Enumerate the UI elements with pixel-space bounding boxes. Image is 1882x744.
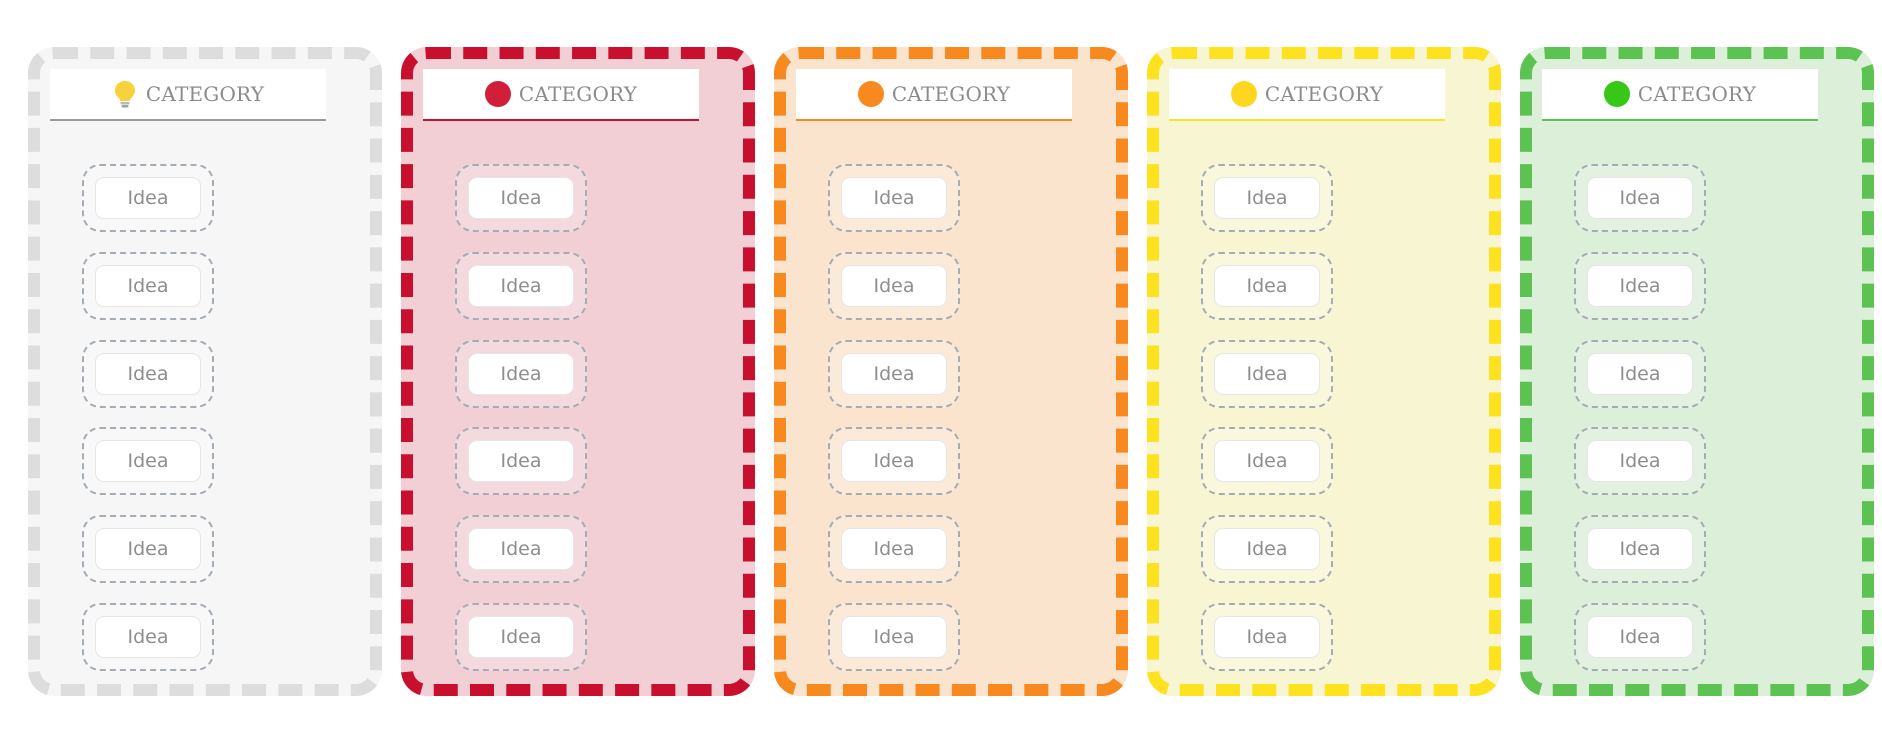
idea-label: Idea xyxy=(1214,616,1320,658)
idea-card[interactable]: Idea xyxy=(455,340,587,408)
idea-card[interactable]: Idea xyxy=(455,164,587,232)
idea-label: Idea xyxy=(1587,440,1693,482)
green-dot-icon xyxy=(1603,81,1630,107)
idea-card[interactable]: Idea xyxy=(82,340,214,408)
idea-label: Idea xyxy=(841,440,947,482)
yellow-dot-icon xyxy=(1230,81,1257,107)
idea-card[interactable]: Idea xyxy=(828,515,960,583)
idea-label: Idea xyxy=(1587,265,1693,307)
category-column-3: CATEGORY Idea Idea Idea Idea Idea Idea xyxy=(774,47,1128,696)
idea-label: Idea xyxy=(95,265,201,307)
idea-card[interactable]: Idea xyxy=(1574,603,1706,671)
idea-label: Idea xyxy=(468,440,574,482)
idea-label: Idea xyxy=(841,528,947,570)
category-title: CATEGORY xyxy=(1264,82,1384,106)
idea-label: Idea xyxy=(95,528,201,570)
red-dot-icon xyxy=(484,81,511,107)
idea-card[interactable]: Idea xyxy=(1201,252,1333,320)
idea-label: Idea xyxy=(1214,177,1320,219)
idea-card[interactable]: Idea xyxy=(455,252,587,320)
idea-label: Idea xyxy=(1214,353,1320,395)
lightbulb-icon xyxy=(112,79,138,109)
idea-card[interactable]: Idea xyxy=(82,252,214,320)
category-header[interactable]: CATEGORY xyxy=(50,69,326,121)
idea-card[interactable]: Idea xyxy=(1574,427,1706,495)
idea-label: Idea xyxy=(1587,177,1693,219)
idea-card[interactable]: Idea xyxy=(1574,340,1706,408)
category-header[interactable]: CATEGORY xyxy=(796,69,1072,121)
category-header[interactable]: CATEGORY xyxy=(423,69,699,121)
category-title: CATEGORY xyxy=(891,82,1011,106)
category-title: CATEGORY xyxy=(518,82,638,106)
category-column-5: CATEGORY Idea Idea Idea Idea Idea Idea xyxy=(1520,47,1874,696)
idea-label: Idea xyxy=(1587,616,1693,658)
category-column-4: CATEGORY Idea Idea Idea Idea Idea Idea xyxy=(1147,47,1501,696)
idea-label: Idea xyxy=(1587,528,1693,570)
idea-label: Idea xyxy=(841,353,947,395)
idea-card[interactable]: Idea xyxy=(82,427,214,495)
idea-card[interactable]: Idea xyxy=(455,603,587,671)
idea-label: Idea xyxy=(1214,265,1320,307)
idea-card[interactable]: Idea xyxy=(828,164,960,232)
idea-label: Idea xyxy=(95,616,201,658)
idea-card[interactable]: Idea xyxy=(1201,515,1333,583)
idea-label: Idea xyxy=(95,177,201,219)
idea-label: Idea xyxy=(1214,440,1320,482)
idea-card[interactable]: Idea xyxy=(1201,427,1333,495)
idea-card[interactable]: Idea xyxy=(828,340,960,408)
idea-label: Idea xyxy=(841,177,947,219)
idea-card[interactable]: Idea xyxy=(455,427,587,495)
category-title: CATEGORY xyxy=(1637,82,1757,106)
idea-card[interactable]: Idea xyxy=(1201,340,1333,408)
idea-card[interactable]: Idea xyxy=(828,427,960,495)
idea-card[interactable]: Idea xyxy=(82,603,214,671)
idea-label: Idea xyxy=(468,616,574,658)
idea-label: Idea xyxy=(841,616,947,658)
idea-label: Idea xyxy=(1587,353,1693,395)
idea-card[interactable]: Idea xyxy=(828,603,960,671)
idea-card[interactable]: Idea xyxy=(1574,252,1706,320)
idea-card[interactable]: Idea xyxy=(455,515,587,583)
idea-card[interactable]: Idea xyxy=(82,515,214,583)
idea-label: Idea xyxy=(1214,528,1320,570)
category-column-1: CATEGORY Idea Idea Idea Idea Idea Idea xyxy=(28,47,382,696)
idea-label: Idea xyxy=(95,353,201,395)
category-header[interactable]: CATEGORY xyxy=(1542,69,1818,121)
idea-card[interactable]: Idea xyxy=(1574,515,1706,583)
idea-card[interactable]: Idea xyxy=(1201,164,1333,232)
idea-label: Idea xyxy=(468,265,574,307)
idea-label: Idea xyxy=(468,353,574,395)
idea-card[interactable]: Idea xyxy=(82,164,214,232)
idea-label: Idea xyxy=(468,528,574,570)
category-column-2: CATEGORY Idea Idea Idea Idea Idea Idea xyxy=(401,47,755,696)
idea-card[interactable]: Idea xyxy=(1574,164,1706,232)
category-header[interactable]: CATEGORY xyxy=(1169,69,1445,121)
category-title: CATEGORY xyxy=(145,82,265,106)
idea-label: Idea xyxy=(841,265,947,307)
idea-card[interactable]: Idea xyxy=(828,252,960,320)
idea-card[interactable]: Idea xyxy=(1201,603,1333,671)
idea-label: Idea xyxy=(95,440,201,482)
idea-label: Idea xyxy=(468,177,574,219)
orange-dot-icon xyxy=(857,81,884,107)
